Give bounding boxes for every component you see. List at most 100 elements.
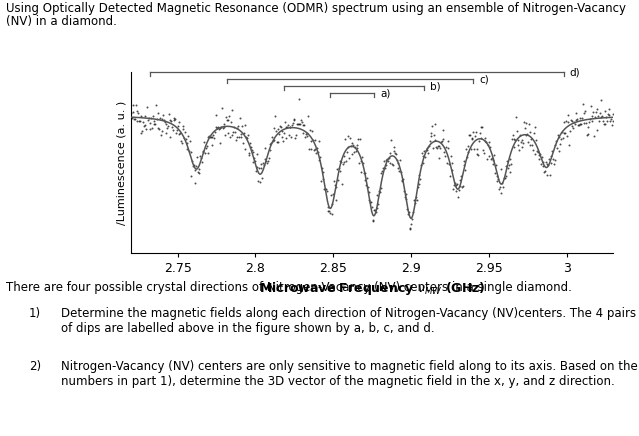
Point	[538, 162, 548, 169]
Point	[290, 135, 300, 142]
Point	[209, 134, 219, 141]
Point	[348, 142, 358, 149]
Point	[503, 164, 513, 171]
Point	[532, 148, 542, 155]
Point	[408, 209, 418, 216]
Point	[563, 111, 573, 118]
Point	[240, 146, 250, 153]
Point	[408, 197, 419, 204]
Point	[330, 197, 341, 204]
Point	[558, 134, 568, 141]
Point	[386, 136, 396, 143]
Point	[565, 128, 575, 135]
Point	[405, 225, 415, 232]
Point	[440, 153, 450, 160]
Point	[179, 135, 189, 142]
Point	[185, 173, 196, 180]
Point	[203, 150, 213, 157]
Point	[467, 136, 477, 143]
Point	[472, 145, 482, 152]
Point	[241, 133, 251, 140]
Point	[305, 127, 315, 134]
Point	[212, 124, 222, 131]
Point	[595, 110, 605, 117]
Point	[356, 157, 366, 164]
Point	[172, 126, 182, 133]
Point	[142, 116, 153, 123]
Point	[495, 184, 505, 191]
Point	[531, 137, 541, 144]
Point	[534, 156, 544, 163]
Point	[566, 122, 576, 129]
Point	[355, 169, 366, 176]
Point	[580, 107, 590, 114]
Point	[599, 108, 610, 115]
Point	[139, 122, 149, 129]
Point	[158, 112, 168, 119]
Point	[475, 130, 485, 137]
Point	[528, 146, 538, 153]
Point	[509, 136, 520, 143]
Point	[453, 194, 463, 201]
Text: c): c)	[480, 75, 489, 85]
Point	[288, 120, 298, 127]
Point	[482, 142, 493, 149]
Point	[357, 154, 367, 161]
Point	[573, 121, 583, 128]
Point	[165, 117, 175, 124]
Point	[509, 144, 519, 151]
Point	[419, 153, 429, 160]
Point	[302, 133, 312, 140]
Point	[358, 170, 369, 177]
Point	[603, 112, 613, 119]
Point	[454, 182, 465, 189]
Point	[541, 160, 551, 167]
Point	[608, 117, 618, 124]
Point	[443, 145, 454, 152]
Point	[217, 105, 227, 112]
Point	[587, 113, 597, 120]
Point	[429, 132, 439, 139]
Point	[452, 181, 462, 187]
Point	[166, 133, 176, 140]
Point	[167, 124, 177, 131]
Point	[559, 118, 569, 125]
Point	[442, 137, 452, 144]
Point	[134, 118, 144, 125]
Point	[544, 155, 554, 162]
Point	[417, 160, 427, 167]
Point	[294, 95, 304, 102]
Point	[530, 150, 541, 157]
Point	[484, 153, 494, 160]
Point	[266, 139, 276, 146]
Point	[473, 151, 483, 158]
Point	[585, 116, 595, 123]
Point	[135, 118, 145, 125]
Point	[389, 144, 399, 151]
Point	[537, 154, 547, 161]
Point	[584, 119, 594, 126]
Point	[157, 116, 167, 123]
Point	[529, 123, 539, 130]
Point	[151, 116, 162, 123]
Point	[128, 102, 139, 109]
Point	[385, 149, 395, 156]
Point	[187, 157, 197, 164]
Point	[173, 118, 183, 125]
Point	[181, 145, 192, 152]
Point	[136, 129, 146, 136]
Point	[539, 169, 550, 176]
Point	[354, 160, 364, 167]
Point	[321, 187, 332, 194]
Point	[351, 145, 362, 152]
Point	[526, 136, 536, 143]
Point	[190, 180, 200, 187]
Point	[484, 139, 495, 146]
Point	[512, 128, 522, 135]
Point	[500, 174, 510, 181]
Point	[400, 194, 410, 201]
Point	[403, 210, 413, 217]
Point	[182, 140, 192, 146]
Point	[293, 121, 304, 128]
Point	[234, 133, 244, 140]
